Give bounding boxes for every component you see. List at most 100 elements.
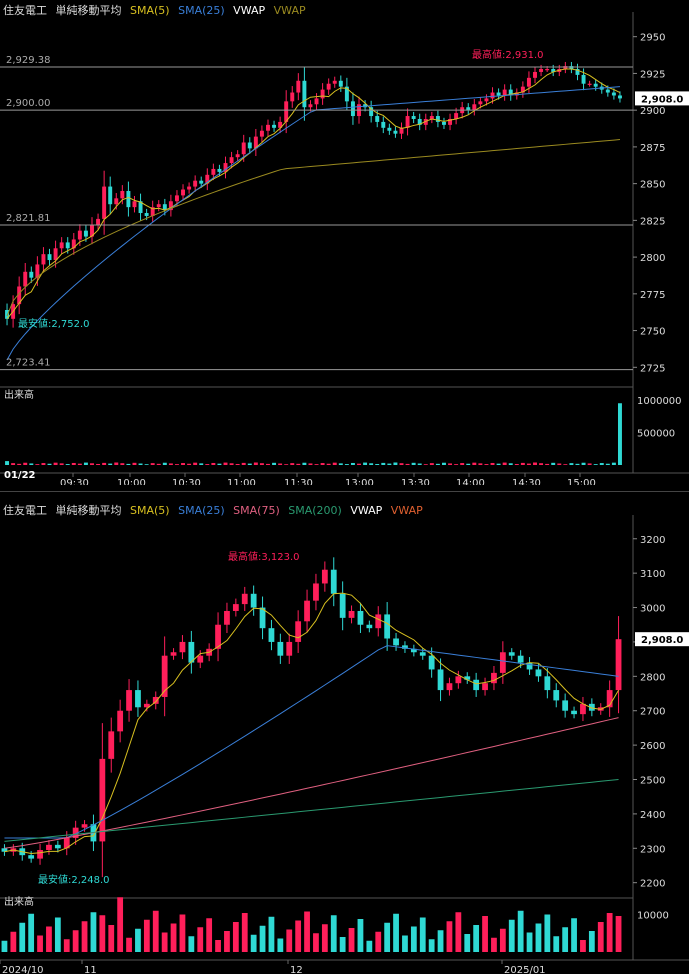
candle — [126, 190, 131, 208]
candle — [90, 224, 94, 237]
candle — [571, 710, 577, 715]
y-tick-label: 2700 — [640, 707, 665, 718]
volume-bar — [223, 462, 228, 465]
legend-sma5[interactable]: SMA(5) — [130, 504, 170, 517]
legend-sma25[interactable]: SMA(25) — [178, 4, 225, 17]
candle — [410, 648, 417, 653]
x-tick-label: 15:00 — [567, 478, 596, 485]
price-badge — [635, 91, 689, 106]
candle — [295, 621, 302, 642]
volume-bar — [490, 462, 495, 465]
candle — [286, 641, 293, 656]
volume-bar — [526, 932, 533, 952]
y-tick-label: 2300 — [640, 844, 665, 855]
legend-sma75[interactable]: SMA(75) — [233, 504, 280, 517]
reference-line-label: 2,821.81 — [6, 213, 51, 224]
candle — [320, 89, 325, 99]
y-tick-label: 2800 — [640, 253, 665, 264]
volume-bar — [108, 463, 113, 465]
volume-bar — [384, 922, 391, 952]
volume-bar — [520, 462, 525, 465]
y-tick-label: 2600 — [640, 741, 665, 752]
candle — [611, 92, 616, 96]
candle — [580, 703, 586, 715]
candle — [464, 676, 471, 680]
candle — [99, 758, 106, 842]
volume-bar — [429, 463, 434, 465]
candle — [161, 655, 168, 697]
candle — [162, 204, 167, 211]
volume-bar — [187, 463, 192, 465]
candle — [41, 254, 46, 265]
volume-bar — [496, 463, 501, 465]
candle — [117, 710, 124, 732]
candle — [215, 624, 221, 649]
candle — [132, 201, 137, 208]
candle — [65, 242, 70, 249]
volume-bar — [393, 462, 398, 465]
candle — [5, 310, 10, 319]
candle — [563, 66, 568, 70]
candle — [1, 848, 8, 852]
legend-sma5[interactable]: SMA(5) — [130, 4, 170, 17]
candle — [193, 180, 198, 187]
candle — [259, 130, 264, 137]
candle — [247, 142, 252, 149]
candle — [241, 142, 246, 155]
candle — [484, 98, 489, 102]
y-tick-label: 2800 — [640, 672, 665, 683]
volume-bar — [144, 464, 149, 465]
volume-bar — [437, 930, 444, 952]
volume-bar — [143, 919, 150, 952]
volume-bar — [120, 463, 125, 465]
volume-bar — [330, 915, 337, 952]
volume-bar — [17, 463, 22, 465]
candle — [419, 652, 426, 656]
volume-bar — [491, 937, 497, 952]
volume-bar — [508, 463, 513, 465]
candle — [17, 286, 22, 305]
candle — [446, 683, 453, 691]
candle — [496, 92, 501, 96]
volume-bar — [152, 910, 159, 952]
candle — [277, 641, 284, 656]
y-tick-label: 2400 — [640, 810, 665, 821]
legend-vwap2[interactable]: VWAP — [273, 4, 306, 17]
volume-bar — [272, 462, 277, 465]
volume-bar — [314, 464, 319, 465]
volume-bar — [156, 463, 161, 465]
candle — [235, 154, 240, 158]
volume-bar — [375, 931, 382, 952]
volume-bar — [290, 463, 295, 465]
candle — [615, 639, 622, 691]
candle — [575, 69, 580, 75]
legend-sma200[interactable]: SMA(200) — [288, 504, 342, 517]
legend-vwap[interactable]: VWAP — [233, 4, 266, 17]
candle — [314, 98, 319, 105]
volume-bar — [108, 925, 115, 952]
volume-bar — [11, 463, 16, 465]
candle — [339, 593, 346, 618]
volume-bar — [65, 464, 70, 465]
x-tick-label: 09:30 — [60, 478, 89, 485]
volume-bar — [63, 939, 70, 952]
candle — [581, 74, 586, 84]
candle — [517, 655, 524, 663]
volume-bar — [28, 913, 35, 952]
volume-bar — [135, 928, 141, 952]
volume-bar — [96, 463, 101, 465]
volume-bar — [575, 463, 580, 465]
legend-vwap2[interactable]: VWAP — [390, 504, 423, 517]
candle — [71, 239, 76, 249]
volume-bar — [206, 918, 213, 952]
candle — [588, 703, 595, 711]
sma75-line — [4, 717, 619, 849]
volume-bar — [455, 912, 462, 952]
legend-vwap[interactable]: VWAP — [350, 504, 383, 517]
legend-sma25[interactable]: SMA(25) — [178, 504, 225, 517]
volume-bar — [295, 920, 302, 952]
volume-bar — [211, 462, 216, 465]
volume-bar — [587, 463, 592, 465]
volume-bar — [387, 463, 392, 465]
volume-bar — [597, 922, 604, 952]
